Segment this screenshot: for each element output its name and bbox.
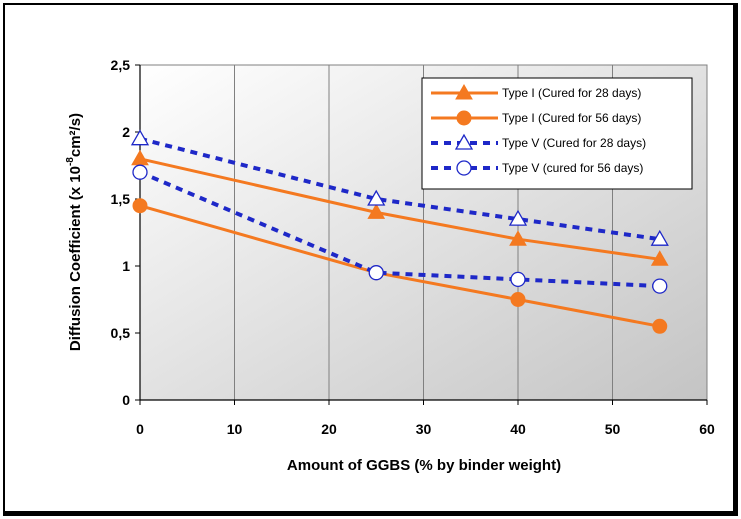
y-axis-label-main: Diffusion Coefficient (x 10 [67,166,84,351]
series-line [139,204,661,328]
data-point [510,292,526,307]
series-4 [132,164,668,294]
x-axis-label: Amount of GGBS (% by binder weight) [287,457,561,474]
data-point [652,318,668,334]
x-tick-label: 60 [699,421,715,437]
legend-swatch-marker [456,160,472,176]
legend-swatch-marker [456,110,472,126]
legend-label: Type V (Cured for 28 days) [502,136,646,150]
data-point [508,209,528,226]
x-tick-label: 10 [227,421,243,437]
data-point [368,265,384,281]
series-line [139,136,661,242]
axes: 0 10 20 30 40 50 60 0 0,5 1 1,5 2 2,5 [111,57,715,437]
y-axis-label-unit: cm²/s) [67,113,84,157]
chart-frame [3,3,738,516]
y-tick-label: 1,5 [111,191,131,207]
legend-label: Type V (cured for 56 days) [502,161,643,175]
data-point [367,189,386,206]
x-tick-label: 50 [605,421,621,437]
data-point [130,129,150,146]
data-point [510,271,526,288]
x-tick-label: 20 [321,421,337,437]
data-point [650,229,669,246]
y-tick-label: 2 [122,124,130,140]
y-tick-label: 1 [122,258,130,274]
data-point [652,278,668,294]
y-tick-label: 0,5 [111,325,131,341]
x-tick-label: 30 [416,421,432,437]
series-3 [130,129,669,246]
series-layer [130,129,669,334]
data-point [509,230,527,246]
series-line [139,157,660,261]
data-point [650,250,669,266]
data-point [132,198,148,214]
series-line [139,170,660,289]
legend-swatch-marker [455,83,473,100]
legend: Type I (Cured for 28 days) Type I (Cured … [421,77,693,190]
x-tick-label: 40 [510,421,526,437]
y-axis-label: Diffusion Coefficient (x 10-8cm²/s) [65,113,84,351]
x-tick-label: 0 [136,421,144,437]
legend-label: Type I (Cured for 56 days) [502,111,641,125]
y-tick-label: 2,5 [111,57,131,73]
series-1 [131,149,669,266]
legend-swatch-marker [454,133,474,150]
y-axis-label-exponent: -8 [65,157,76,166]
data-point [367,203,386,219]
legend-label: Type I (Cured for 28 days) [502,86,641,100]
data-point [132,164,148,180]
y-tick-label: 0 [122,392,130,408]
